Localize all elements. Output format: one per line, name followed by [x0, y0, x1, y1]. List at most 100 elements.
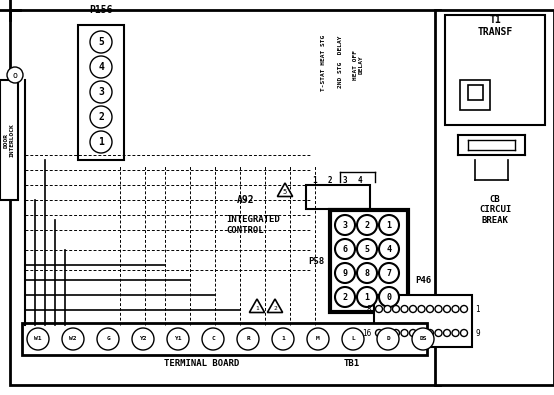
Circle shape — [97, 328, 119, 350]
Text: 2: 2 — [342, 293, 347, 301]
Circle shape — [379, 215, 399, 235]
Text: W2: W2 — [69, 337, 77, 342]
Text: 5: 5 — [283, 189, 287, 195]
Text: 5: 5 — [365, 245, 370, 254]
Text: 3: 3 — [342, 220, 347, 229]
Text: 2: 2 — [273, 305, 277, 310]
Text: D: D — [386, 337, 390, 342]
Text: 1: 1 — [98, 137, 104, 147]
Text: DS: DS — [419, 337, 427, 342]
Circle shape — [418, 329, 425, 337]
Circle shape — [418, 305, 425, 312]
Circle shape — [335, 215, 355, 235]
Circle shape — [202, 328, 224, 350]
Text: 9: 9 — [342, 269, 347, 278]
Text: 1: 1 — [312, 175, 317, 184]
Circle shape — [379, 287, 399, 307]
Bar — [0, 80, 18, 200]
Circle shape — [357, 239, 377, 259]
Text: 6: 6 — [342, 245, 347, 254]
Circle shape — [377, 328, 399, 350]
Circle shape — [342, 328, 364, 350]
Text: CB
CIRCUI
BREAK: CB CIRCUI BREAK — [479, 195, 511, 225]
Circle shape — [401, 329, 408, 337]
Text: 3: 3 — [343, 175, 347, 184]
Text: 1: 1 — [387, 220, 392, 229]
Text: 1: 1 — [475, 305, 480, 314]
Bar — [10, 10, 440, 385]
Text: INTEGRATED
CONTROL: INTEGRATED CONTROL — [226, 215, 280, 235]
Text: T-STAT HEAT STG: T-STAT HEAT STG — [321, 35, 326, 91]
Circle shape — [357, 263, 377, 283]
Text: TB1: TB1 — [344, 359, 360, 367]
Circle shape — [379, 263, 399, 283]
Circle shape — [427, 329, 433, 337]
Circle shape — [335, 239, 355, 259]
Text: 1: 1 — [281, 337, 285, 342]
Circle shape — [272, 328, 294, 350]
Text: P46: P46 — [415, 276, 431, 285]
Text: 2ND STG  DELAY: 2ND STG DELAY — [337, 35, 342, 88]
Circle shape — [335, 287, 355, 307]
Circle shape — [62, 328, 84, 350]
Text: 4: 4 — [387, 245, 392, 254]
Circle shape — [376, 305, 382, 312]
Bar — [435, 10, 554, 385]
Bar — [324, 185, 337, 207]
Text: T1
TRANSF: T1 TRANSF — [478, 15, 512, 37]
Circle shape — [444, 305, 450, 312]
Text: 2: 2 — [327, 175, 332, 184]
Circle shape — [392, 329, 399, 337]
Text: 4: 4 — [98, 62, 104, 72]
Text: M: M — [316, 337, 320, 342]
Circle shape — [132, 328, 154, 350]
Circle shape — [90, 56, 112, 78]
Text: 2: 2 — [98, 112, 104, 122]
Text: P156: P156 — [89, 5, 113, 15]
Circle shape — [357, 287, 377, 307]
Circle shape — [435, 305, 442, 312]
Circle shape — [376, 329, 382, 337]
Circle shape — [427, 305, 433, 312]
Circle shape — [27, 328, 49, 350]
Text: o: o — [13, 70, 18, 79]
Circle shape — [444, 329, 450, 337]
Text: 16: 16 — [362, 329, 371, 337]
Text: P58: P58 — [308, 256, 324, 265]
Bar — [374, 295, 472, 347]
Text: 8: 8 — [365, 269, 370, 278]
Circle shape — [90, 31, 112, 53]
Bar — [308, 185, 321, 207]
Text: 1: 1 — [365, 293, 370, 301]
Circle shape — [167, 328, 189, 350]
Circle shape — [412, 328, 434, 350]
Text: Y2: Y2 — [139, 337, 147, 342]
Circle shape — [452, 329, 459, 337]
Circle shape — [90, 106, 112, 128]
Text: 1: 1 — [255, 305, 259, 310]
Text: TERMINAL BOARD: TERMINAL BOARD — [165, 359, 240, 367]
Bar — [78, 25, 124, 160]
Text: W1: W1 — [34, 337, 42, 342]
Text: R: R — [246, 337, 250, 342]
Text: 8: 8 — [366, 305, 371, 314]
Text: 7: 7 — [387, 269, 392, 278]
Text: DOOR
INTERLOCK: DOOR INTERLOCK — [3, 123, 14, 157]
Circle shape — [384, 329, 391, 337]
Bar — [445, 15, 545, 125]
Polygon shape — [278, 183, 293, 196]
Circle shape — [392, 305, 399, 312]
Circle shape — [435, 329, 442, 337]
Circle shape — [452, 305, 459, 312]
Circle shape — [460, 305, 468, 312]
Text: L: L — [351, 337, 355, 342]
Circle shape — [460, 329, 468, 337]
Text: 4: 4 — [358, 175, 362, 184]
Polygon shape — [268, 299, 283, 312]
Bar — [356, 185, 369, 207]
Circle shape — [90, 81, 112, 103]
Text: 5: 5 — [98, 37, 104, 47]
Circle shape — [384, 305, 391, 312]
Polygon shape — [249, 299, 265, 312]
Text: A92: A92 — [237, 195, 255, 205]
